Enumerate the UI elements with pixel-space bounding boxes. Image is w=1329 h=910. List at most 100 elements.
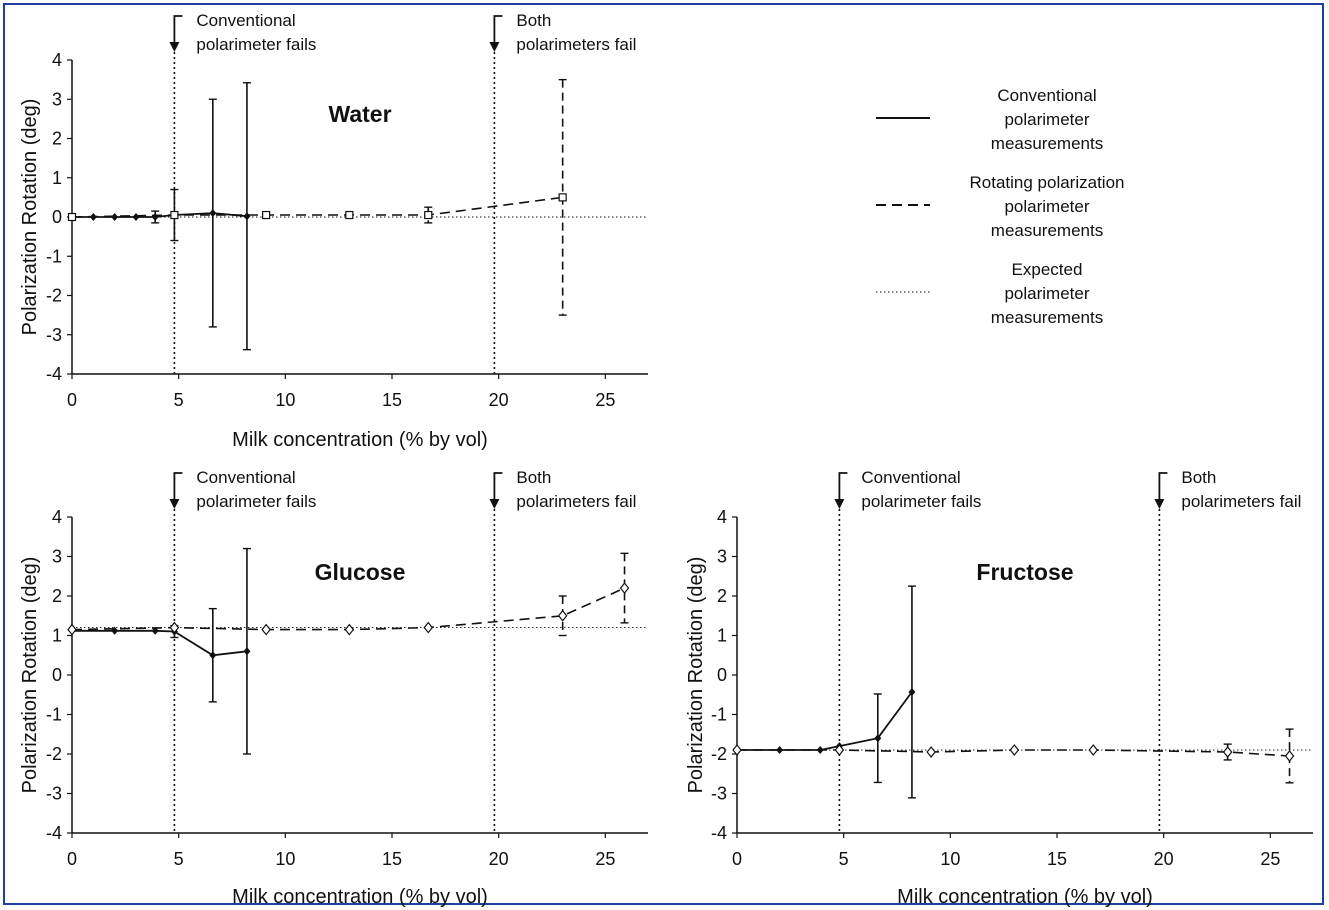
legend-label: measurements — [991, 221, 1103, 240]
y-axis-label: Polarization Rotation (deg) — [19, 99, 41, 336]
arrow-head-icon — [169, 42, 180, 52]
x-tick-label: 5 — [174, 849, 184, 869]
y-tick-label: 0 — [717, 665, 727, 685]
data-point — [169, 621, 180, 634]
x-tick-label: 0 — [67, 849, 77, 869]
series-conventional — [68, 547, 251, 755]
threshold-annotation: Conventional — [196, 468, 295, 487]
down-arrow-icon — [493, 15, 503, 48]
x-tick-label: 15 — [1047, 849, 1067, 869]
x-tick-label: 10 — [275, 390, 295, 410]
data-point — [243, 647, 251, 656]
y-tick-label: -4 — [46, 823, 62, 843]
y-tick-label: -3 — [46, 784, 62, 804]
y-tick-label: -1 — [46, 246, 62, 266]
panel-title: Glucose — [315, 559, 406, 585]
data-point — [132, 213, 140, 221]
legend-label: Conventional — [997, 86, 1096, 105]
legend-label: polarimeter — [1004, 197, 1089, 216]
data-point — [344, 623, 355, 636]
legend-label: measurements — [991, 308, 1103, 327]
y-tick-label: 3 — [52, 89, 62, 109]
data-point — [776, 746, 784, 755]
data-point — [732, 744, 742, 757]
x-tick-label: 0 — [67, 390, 77, 410]
data-point — [209, 651, 217, 660]
x-tick-label: 20 — [489, 390, 509, 410]
y-tick-label: 1 — [52, 626, 62, 646]
series-line — [72, 629, 248, 657]
x-tick-label: 25 — [595, 390, 615, 410]
y-tick-label: 3 — [52, 547, 62, 567]
data-point — [111, 213, 119, 221]
data-point — [170, 210, 179, 220]
legend-label: Expected — [1012, 260, 1083, 279]
arrow-head-icon — [489, 42, 500, 52]
threshold-annotation: Conventional — [196, 11, 295, 30]
data-point — [262, 210, 271, 220]
x-tick-label: 10 — [275, 849, 295, 869]
data-point — [424, 210, 433, 220]
threshold-annotation: Both — [516, 11, 551, 30]
series-conventional — [733, 585, 916, 799]
data-point — [908, 687, 916, 696]
chart-panel-fructose: -4 -3 -2 -1 0 1 2 3 4 0 5 10 15 20 25 Milk concentratio… — [685, 468, 1313, 908]
y-tick-label: -1 — [711, 705, 727, 725]
data-point — [345, 210, 354, 220]
legend-label: polarimeter — [1004, 284, 1089, 303]
series-rotating — [67, 552, 630, 637]
data-point — [151, 213, 159, 221]
down-arrow-icon — [1158, 472, 1168, 505]
data-point — [423, 621, 434, 634]
x-tick-label: 25 — [1260, 849, 1280, 869]
data-point — [1009, 744, 1020, 757]
threshold-annotation: polarimeters fail — [516, 35, 636, 54]
threshold-annotation: polarimeter fails — [196, 35, 316, 54]
x-axis-label: Milk concentration (% by vol) — [232, 886, 488, 908]
chart-panel-water: -4 -3 -2 -1 0 1 2 3 4 0 5 10 15 20 25 Milk concentratio… — [19, 11, 648, 451]
x-tick-label: 10 — [940, 849, 960, 869]
threshold-annotation: Both — [516, 468, 551, 487]
y-tick-label: 4 — [52, 50, 62, 70]
threshold-annotation: polarimeters fail — [516, 492, 636, 511]
series-rotating — [67, 78, 567, 316]
x-tick-label: 0 — [732, 849, 742, 869]
y-axis-label: Polarization Rotation (deg) — [19, 557, 41, 794]
chart-panel-glucose: -4 -3 -2 -1 0 1 2 3 4 0 5 10 15 20 25 Milk concentratio… — [19, 468, 648, 908]
series-line — [71, 196, 563, 218]
data-point — [1284, 750, 1295, 762]
data-point — [1088, 744, 1099, 757]
down-arrow-icon — [173, 472, 183, 505]
y-tick-label: -4 — [711, 823, 727, 843]
threshold-annotation: polarimeter fails — [861, 492, 981, 511]
y-tick-label: 1 — [52, 168, 62, 188]
data-point — [834, 744, 845, 757]
data-point — [874, 734, 882, 743]
y-axis-label: Polarization Rotation (deg) — [685, 557, 707, 794]
y-tick-label: 4 — [717, 507, 727, 527]
x-axis-label: Milk concentration (% by vol) — [897, 886, 1153, 908]
y-tick-label: -2 — [46, 744, 62, 764]
arrow-head-icon — [1154, 499, 1165, 509]
y-tick-label: -1 — [46, 705, 62, 725]
panel-title: Water — [328, 101, 391, 127]
data-point — [209, 209, 217, 218]
series-rotating — [732, 728, 1295, 784]
threshold-annotation: Conventional — [861, 468, 960, 487]
y-tick-label: -3 — [46, 325, 62, 345]
down-arrow-icon — [173, 15, 183, 48]
y-tick-label: 1 — [717, 626, 727, 646]
series-line — [71, 587, 625, 631]
data-point — [619, 582, 630, 595]
threshold-annotation: polarimeters fail — [1181, 492, 1301, 511]
x-axis-label: Milk concentration (% by vol) — [232, 429, 488, 451]
x-tick-label: 15 — [382, 849, 402, 869]
data-point — [1222, 746, 1233, 758]
y-tick-label: -4 — [46, 364, 62, 384]
arrow-head-icon — [489, 499, 500, 509]
panel-title: Fructose — [976, 559, 1073, 585]
x-tick-label: 15 — [382, 390, 402, 410]
x-tick-label: 25 — [595, 849, 615, 869]
legend-label: measurements — [991, 134, 1103, 153]
